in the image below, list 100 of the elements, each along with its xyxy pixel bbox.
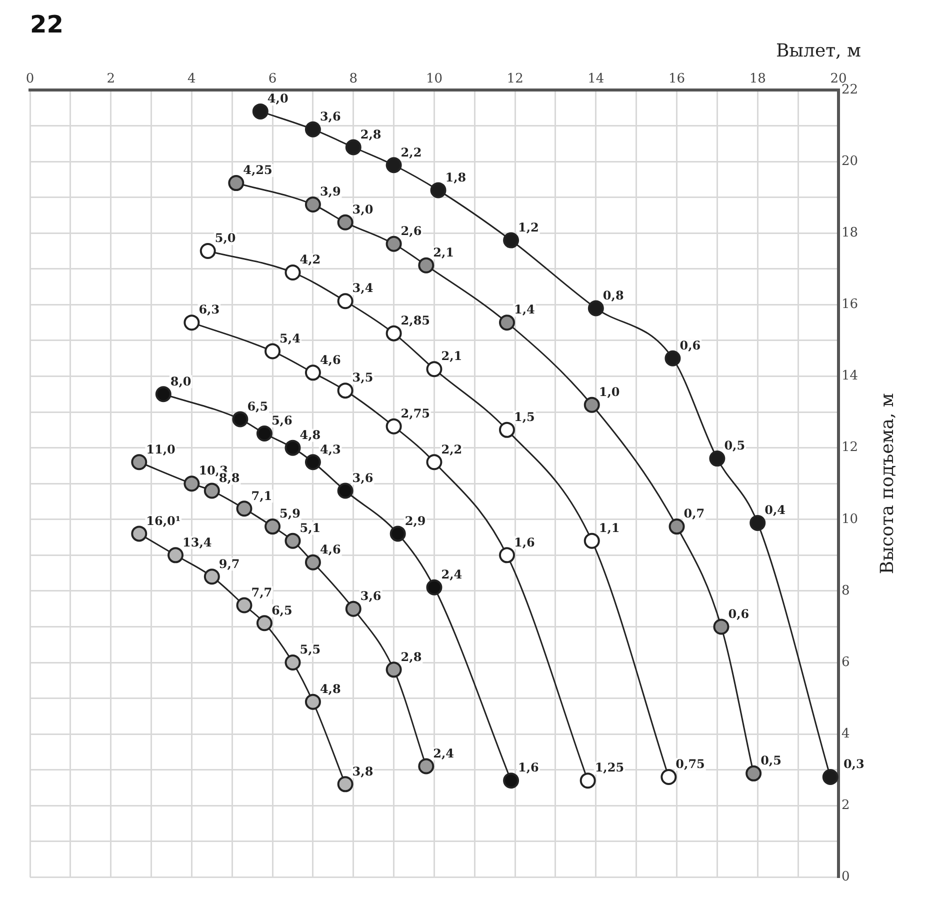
point: [264, 518, 281, 535]
point: [304, 554, 321, 570]
point: [256, 426, 272, 442]
annotation: 2,4: [433, 746, 454, 760]
annotation: 8,0: [170, 374, 192, 388]
point: [256, 615, 272, 632]
point: [713, 618, 730, 635]
annotation: 3,6: [320, 109, 341, 124]
annotation: 1,1: [598, 520, 620, 535]
annotation: 16,0¹: [146, 514, 181, 528]
annotation: 5,0: [214, 231, 236, 246]
point: [709, 450, 726, 467]
annotation: 0,3: [843, 757, 864, 772]
y-tick-label: 8: [841, 583, 850, 598]
point: [750, 514, 766, 531]
y-tick-label: 16: [841, 297, 858, 312]
point: [204, 568, 220, 585]
point: [498, 547, 515, 564]
x-tick-label: 10: [426, 72, 442, 87]
point: [390, 526, 406, 542]
annotation: 0,4: [764, 503, 786, 518]
point: [155, 386, 172, 402]
point: [204, 482, 220, 499]
annotation: 4,6: [320, 352, 341, 367]
annotation: 2,75: [400, 406, 430, 420]
point: [664, 350, 681, 366]
point: [304, 196, 321, 212]
y-tick-label: 0: [841, 870, 850, 885]
y-tick-label: 10: [841, 512, 858, 527]
annotation: 6,3: [198, 302, 220, 317]
annotation: 7,1: [251, 488, 272, 503]
point: [430, 182, 446, 198]
point: [131, 454, 148, 470]
point: [418, 758, 434, 774]
point: [584, 532, 600, 549]
annotation: 2,8: [360, 127, 382, 142]
y-tick-label: 20: [841, 154, 858, 169]
annotation: 4,6: [320, 542, 341, 556]
annotation: 0,75: [676, 757, 705, 772]
point: [386, 662, 402, 678]
annotation: 4,8: [300, 428, 321, 442]
point: [588, 300, 604, 316]
point: [304, 121, 321, 138]
annotation: 1,25: [594, 760, 624, 775]
x-tick-label: 18: [749, 72, 766, 87]
annotation: 1,8: [445, 170, 466, 184]
annotation: 4,0: [267, 92, 288, 106]
point: [284, 440, 301, 456]
annotation: 0,8: [602, 288, 624, 302]
annotation: 3,5: [352, 370, 374, 385]
x-tick-label: 0: [26, 72, 34, 87]
point: [345, 600, 362, 617]
annotation: 2,85: [400, 313, 430, 328]
annotation: 2,1: [433, 245, 454, 260]
y-tick-label: 18: [841, 226, 858, 240]
point: [337, 382, 354, 399]
point: [337, 482, 354, 499]
annotation: 3,9: [320, 184, 341, 199]
point: [304, 364, 321, 381]
annotation: 1,5: [514, 410, 535, 424]
point: [264, 343, 281, 360]
annotation: 5,9: [280, 506, 300, 521]
point: [498, 422, 515, 438]
annotation: 1,0: [598, 385, 620, 400]
x-tick-label: 4: [188, 72, 196, 87]
annotation: 6,5: [247, 399, 268, 414]
y-tick-label: 22: [841, 82, 858, 98]
point: [284, 532, 301, 549]
point: [426, 579, 442, 596]
x-tick-label: 14: [588, 72, 604, 87]
annotation: 5,1: [300, 520, 321, 535]
annotation: 5,5: [300, 642, 321, 657]
point: [228, 175, 244, 192]
annotation: 2,2: [441, 442, 462, 456]
y-tick-label: 2: [841, 798, 850, 814]
annotation: 11,0: [146, 442, 176, 456]
point: [345, 139, 362, 156]
point: [200, 243, 216, 260]
annotation: 13,4: [182, 535, 212, 550]
y-tick-label: 6: [841, 654, 850, 670]
point: [184, 314, 200, 331]
chart-title: 22: [30, 10, 64, 39]
x-tick-label: 16: [668, 72, 686, 87]
point: [252, 103, 268, 120]
point: [337, 214, 354, 230]
point: [386, 418, 402, 434]
annotation: 1,6: [514, 535, 535, 550]
annotation: 2,1: [441, 349, 462, 364]
annotation: 2,6: [400, 224, 422, 238]
annotation: 0,5: [760, 754, 782, 768]
annotation: 4,25: [243, 163, 272, 178]
point: [236, 597, 252, 614]
annotation: 7,7: [251, 585, 272, 600]
annotation: 3,6: [352, 470, 374, 485]
point: [284, 264, 301, 280]
annotation: 3,0: [352, 202, 374, 217]
annotation: 1,2: [518, 220, 539, 234]
point: [426, 361, 442, 378]
point: [746, 765, 762, 782]
x-tick-label: 8: [349, 72, 358, 87]
